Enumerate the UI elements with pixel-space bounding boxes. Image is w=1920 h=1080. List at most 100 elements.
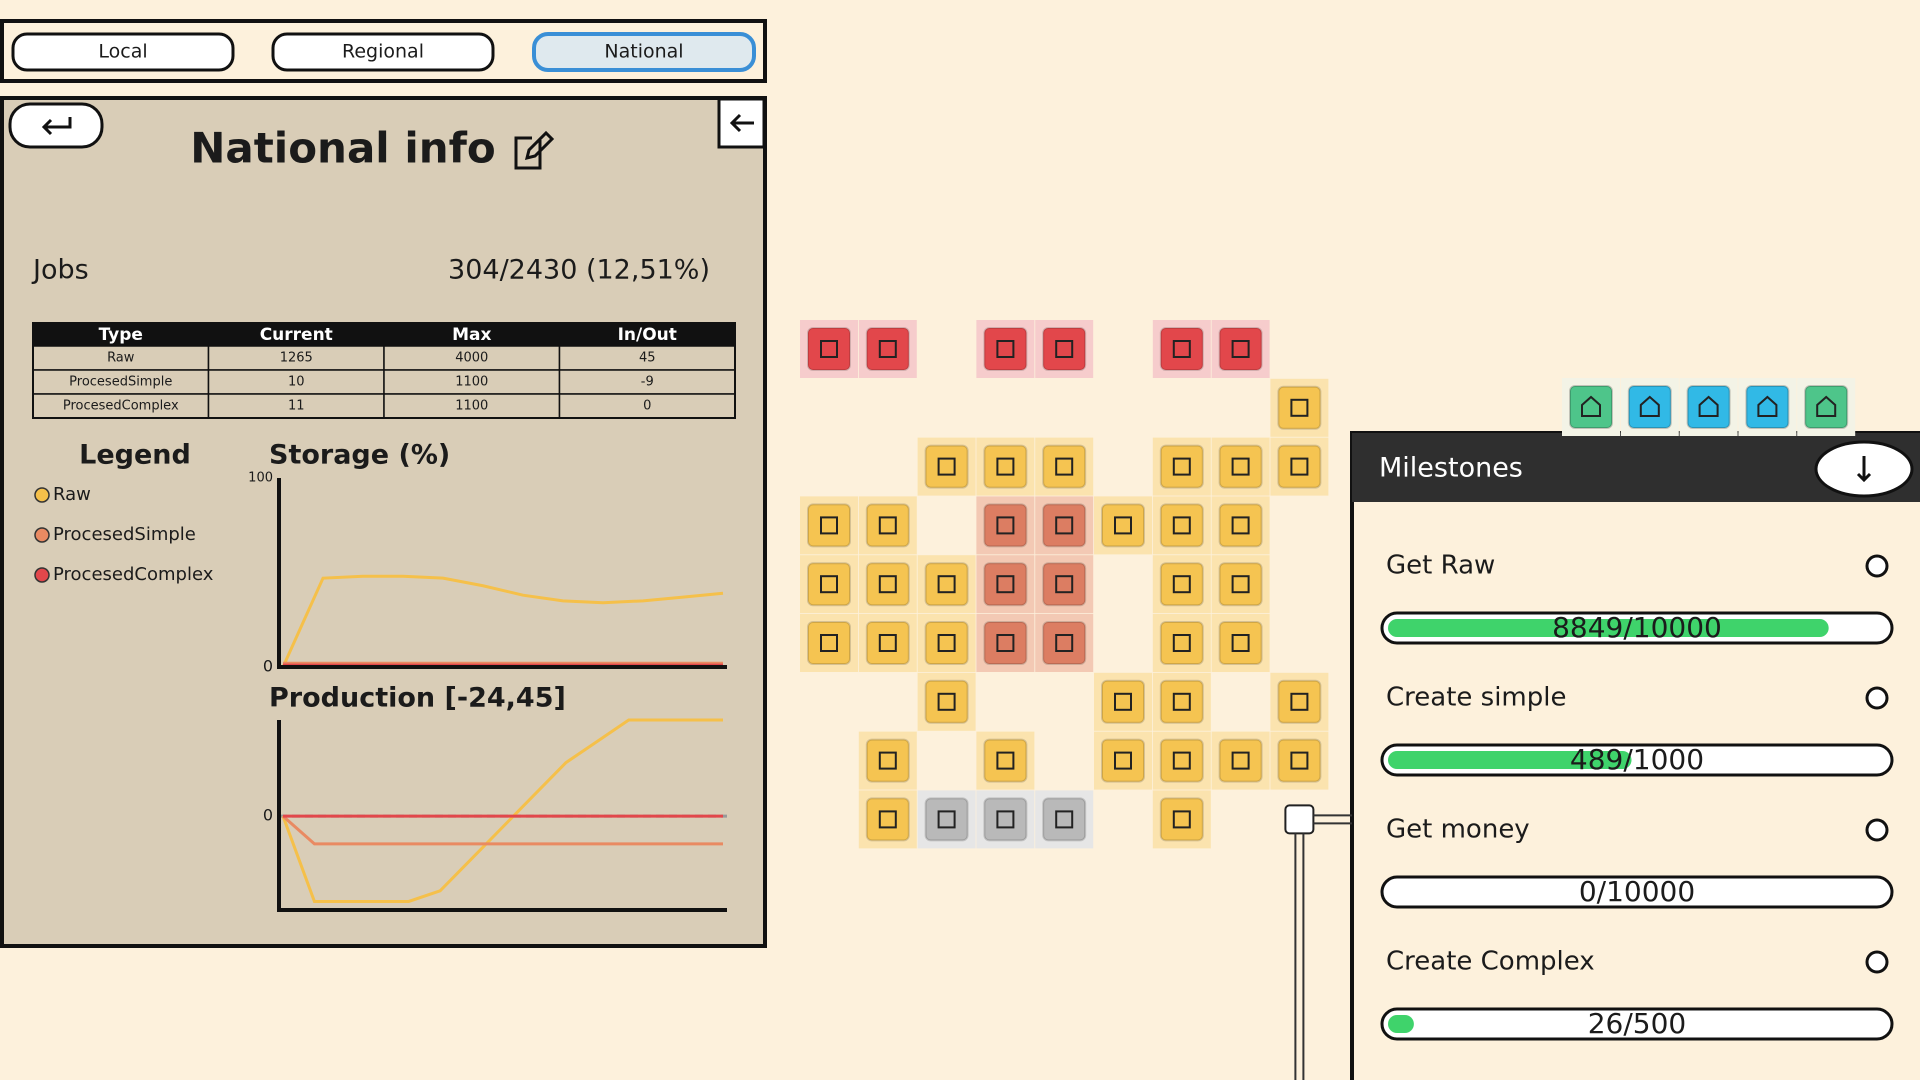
building-tile — [983, 503, 1028, 548]
building-tile — [983, 327, 1028, 371]
rail — [1294, 814, 1352, 1080]
building-icon — [1114, 751, 1132, 770]
building-tile — [807, 621, 851, 665]
table-header: Type — [99, 325, 143, 345]
legend-label: ProcesedSimple — [53, 524, 196, 545]
table-header: Current — [260, 325, 333, 345]
building-icon — [1172, 692, 1191, 711]
building-icon — [1290, 457, 1309, 476]
table-header-bg — [33, 323, 735, 346]
building-tile — [865, 621, 910, 665]
table-cell — [383, 369, 561, 395]
building-tile — [983, 797, 1028, 842]
building-tile — [1101, 679, 1145, 724]
table-cell — [207, 393, 385, 419]
building-icon — [1231, 340, 1250, 358]
info-panel — [0, 96, 767, 948]
milestones-title: Milestones — [1379, 453, 1523, 484]
building-tile — [1159, 562, 1204, 607]
down-icon — [1856, 456, 1872, 483]
building-icon — [1172, 810, 1191, 829]
building-tile — [924, 797, 969, 842]
table-border — [32, 322, 736, 419]
back-icon — [41, 117, 72, 136]
building-icon — [1114, 516, 1132, 535]
tab-national[interactable] — [532, 32, 756, 72]
table-cell-text: 45 — [639, 351, 656, 366]
building-tile — [1101, 738, 1145, 783]
y-tick-label: 0 — [263, 806, 273, 825]
legend-label: ProcesedComplex — [53, 564, 214, 585]
building-tile — [1277, 385, 1322, 430]
building-icon — [996, 575, 1015, 594]
table-cell-text: Raw — [107, 351, 135, 366]
table-cell-text: 1100 — [455, 375, 488, 390]
edit-icon[interactable] — [514, 130, 555, 170]
table-cell-text: 1100 — [455, 399, 488, 414]
tab-local[interactable] — [11, 32, 235, 72]
table-cell — [558, 369, 736, 395]
building-tile — [1159, 327, 1204, 371]
house-icon — [1757, 395, 1778, 417]
progress-fill — [1388, 751, 1632, 769]
progress-track — [1380, 875, 1894, 909]
table-header: Max — [452, 325, 491, 345]
building-icon — [820, 634, 838, 652]
building-tile — [1218, 621, 1263, 665]
table-cell-text: -9 — [641, 375, 654, 390]
table-cell-text: 1265 — [280, 351, 313, 366]
building-icon — [937, 810, 956, 829]
building-tile — [807, 327, 851, 371]
building-icon — [937, 634, 956, 652]
building-icon — [1055, 575, 1074, 594]
legend-swatch — [34, 567, 50, 583]
chart-title: Production [-24,45] — [269, 683, 566, 714]
building-icon — [1172, 516, 1191, 535]
building-icon — [1231, 516, 1250, 535]
jobs-label: Jobs — [31, 255, 89, 286]
building-icon — [996, 457, 1015, 476]
building-tile — [1042, 562, 1087, 607]
milestone-status — [1865, 554, 1889, 578]
axis — [277, 720, 727, 912]
building-tile — [1218, 327, 1263, 371]
building-tile — [1042, 327, 1087, 371]
legend-title: Legend — [79, 440, 191, 471]
house-icon — [1639, 395, 1660, 417]
building-tile — [1042, 621, 1087, 665]
building-icon — [996, 634, 1015, 652]
series-line — [282, 814, 723, 846]
building-icon — [1290, 751, 1309, 770]
building-icon — [1172, 575, 1191, 594]
progress-track — [1380, 1007, 1894, 1041]
building-tile — [865, 797, 910, 842]
building-icon — [996, 340, 1015, 358]
tab-regional[interactable] — [271, 32, 495, 72]
building-icon — [878, 810, 897, 829]
building-tile — [1159, 444, 1204, 489]
station-tile — [1284, 804, 1315, 835]
panel-title: National info — [190, 124, 496, 173]
table-cell — [207, 369, 385, 395]
building-tile — [807, 503, 851, 548]
building-icon — [1172, 751, 1191, 770]
building-tile — [983, 562, 1028, 607]
table-cell-text: 11 — [288, 399, 305, 414]
building-tile — [1159, 621, 1204, 665]
building-icon — [1231, 457, 1250, 476]
milestone-name: Create simple — [1386, 683, 1566, 713]
table-cell — [32, 369, 210, 395]
building-icon — [937, 692, 956, 711]
building-icon — [1231, 575, 1250, 594]
building-icon — [1290, 692, 1309, 711]
building-tile — [1277, 738, 1322, 783]
building-icon — [1290, 398, 1309, 417]
building-tile — [983, 444, 1028, 489]
building-icon — [937, 457, 956, 476]
building-tile — [865, 738, 910, 783]
building-tile — [983, 621, 1028, 665]
building-icon — [1172, 340, 1191, 358]
house-icon — [1698, 395, 1719, 417]
building-tile — [865, 327, 910, 371]
building-tile — [865, 503, 910, 548]
